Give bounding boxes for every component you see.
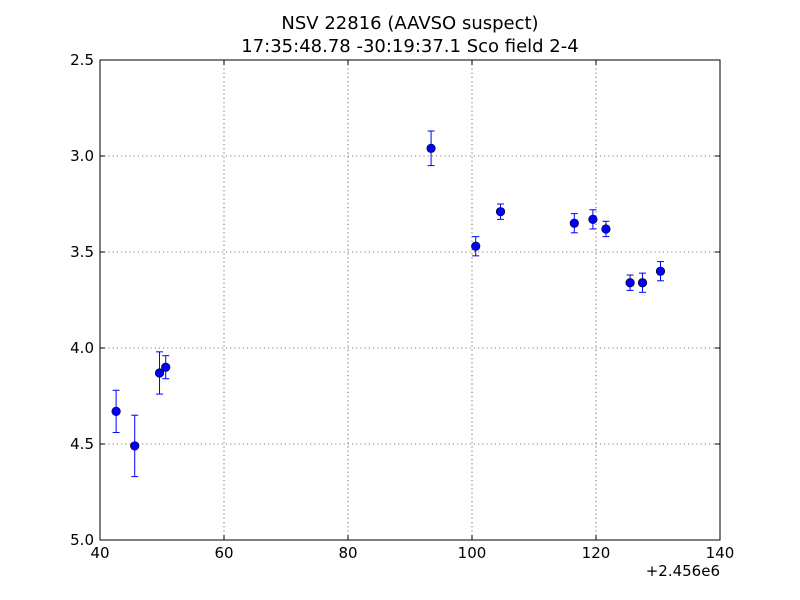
data-point	[426, 130, 436, 167]
data-point	[154, 351, 165, 395]
y-tick-label: 4.0	[70, 339, 94, 357]
data-point	[569, 213, 579, 234]
data-point	[655, 261, 666, 282]
point-marker	[154, 368, 165, 378]
point-marker	[601, 224, 611, 234]
point-marker	[637, 278, 648, 288]
x-tick-label: 60	[214, 544, 233, 562]
data-point	[471, 236, 481, 257]
data-point	[588, 209, 598, 230]
data-point	[111, 389, 121, 433]
data-point	[130, 414, 140, 478]
point-marker	[426, 143, 436, 153]
point-marker	[111, 406, 121, 416]
data-points	[111, 130, 666, 478]
x-axis-ticks: 40 60 80 100 120 140	[90, 60, 734, 562]
plot-frame	[99, 59, 721, 541]
y-axis-ticks: 2.5 3.0 3.5 4.0 4.5 5.0	[70, 51, 720, 549]
y-tick-label: 5.0	[70, 531, 94, 549]
grid-lines	[100, 60, 720, 540]
x-offset-label: +2.456e6	[646, 562, 720, 580]
data-point	[601, 220, 611, 238]
chart-subtitle: 17:35:48.78 -30:19:37.1 Sco field 2-4	[241, 36, 578, 57]
y-tick-label: 4.5	[70, 435, 94, 453]
y-tick-label: 3.5	[70, 243, 94, 261]
point-marker	[625, 278, 635, 288]
data-point	[637, 272, 648, 293]
data-point	[625, 274, 635, 291]
x-tick-label: 120	[582, 544, 611, 562]
x-tick-label: 140	[706, 544, 735, 562]
point-marker	[130, 441, 140, 451]
data-point	[495, 203, 506, 220]
data-point	[161, 355, 171, 380]
chart-title: NSV 22816 (AAVSO suspect)	[281, 13, 538, 34]
x-tick-label: 80	[338, 544, 357, 562]
point-marker	[471, 241, 481, 251]
x-tick-label: 100	[458, 544, 487, 562]
y-tick-label: 2.5	[70, 51, 94, 69]
x-tick-label: 40	[90, 544, 109, 562]
point-marker	[495, 207, 506, 217]
point-marker	[569, 218, 579, 228]
point-marker	[161, 362, 171, 372]
point-marker	[655, 266, 666, 276]
y-tick-label: 3.0	[70, 147, 94, 165]
point-marker	[588, 214, 598, 224]
